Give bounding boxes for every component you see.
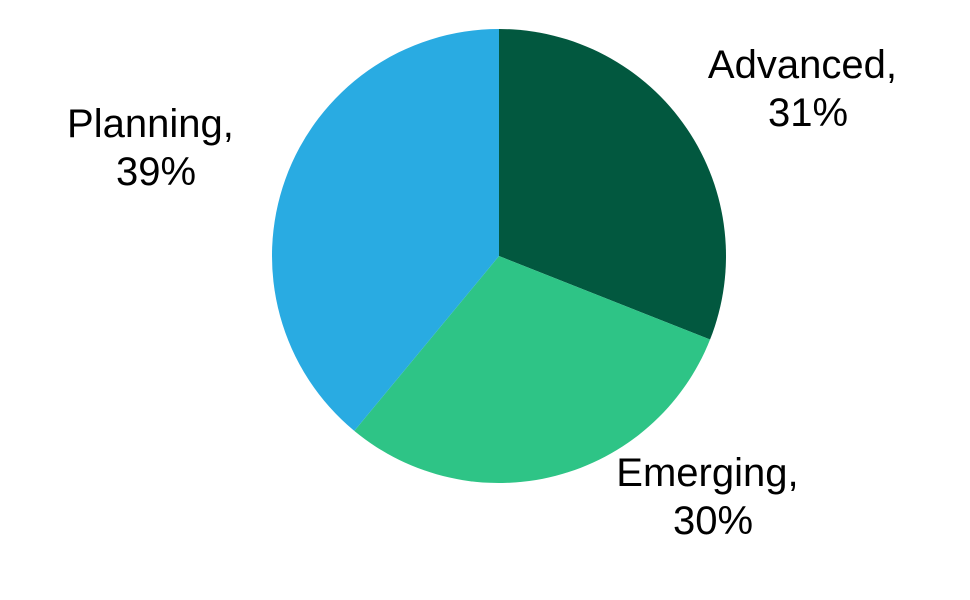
data-label-planning-value: 39%: [116, 150, 196, 194]
data-labels: Advanced, 31% Emerging, 30% Planning, 39…: [67, 43, 908, 543]
data-label-emerging: Emerging, 30%: [616, 451, 809, 543]
data-label-emerging-name: Emerging,: [616, 451, 798, 495]
pie-slices: [271, 29, 726, 484]
pie-slice-planning: [271, 29, 499, 431]
data-label-emerging-value: 30%: [673, 499, 753, 543]
data-label-advanced-name: Advanced,: [708, 43, 897, 87]
pie-slice-emerging: [354, 256, 711, 484]
data-label-advanced-value: 31%: [768, 91, 848, 135]
data-label-planning: Planning, 39%: [67, 102, 245, 194]
pie-slice-advanced: [499, 29, 726, 340]
data-label-planning-name: Planning,: [67, 102, 234, 146]
data-label-advanced: Advanced, 31%: [708, 43, 908, 135]
